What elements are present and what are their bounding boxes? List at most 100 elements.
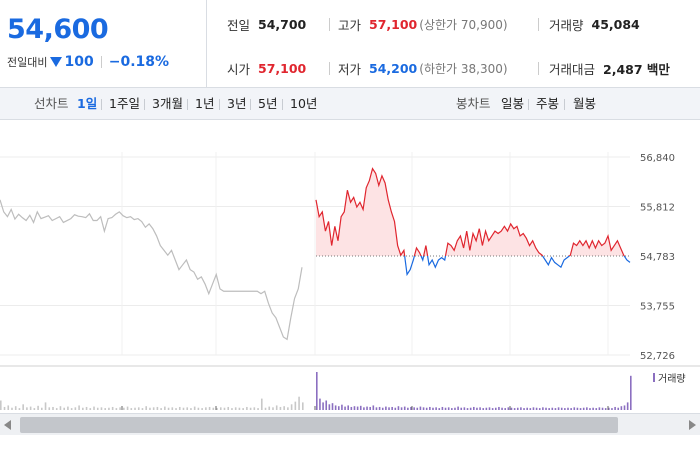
period-tab-3y[interactable]: 3년 [227, 96, 247, 111]
stat-label: 시가 [227, 61, 251, 77]
volume-bar [264, 407, 267, 410]
volume-bar [560, 407, 563, 410]
volume-bar [14, 406, 17, 410]
chart-scrollbar[interactable] [0, 413, 700, 435]
volume-bar [545, 407, 547, 410]
volume-bar [219, 407, 222, 410]
volume-bar [394, 407, 397, 410]
scroll-right-icon[interactable] [689, 420, 696, 430]
x-ticks [121, 406, 609, 410]
intraday-price-chart[interactable]: 56,840 55,812 54,783 53,755 52,726 거래량 [0, 120, 700, 413]
volume-bar [626, 402, 629, 410]
volume-bar [397, 406, 400, 410]
volume-bar [601, 407, 604, 410]
volume-bar [413, 407, 415, 410]
volume-bar [223, 407, 226, 410]
volume-bar [279, 406, 282, 410]
candle-tab-daily[interactable]: 일봉 [501, 96, 525, 111]
stat-value: 57,100 [258, 60, 307, 76]
volume-bar [149, 407, 151, 410]
volume-bar [469, 407, 472, 410]
volume-bar [141, 408, 144, 410]
volume-bar [419, 406, 422, 410]
up-area [316, 168, 630, 256]
volume-bar [366, 406, 368, 410]
volume-bar [70, 408, 73, 410]
volume-bar [272, 407, 274, 410]
volume-bar [238, 407, 241, 410]
volume-bar [316, 372, 318, 410]
scroll-thumb[interactable] [20, 417, 618, 433]
stat-label: 저가 [338, 61, 362, 77]
volume-bar [579, 408, 582, 410]
volume-bar [175, 408, 177, 410]
volume-bar [494, 407, 497, 410]
stat-value: 54,700 [258, 16, 307, 32]
volume-bar [242, 408, 244, 410]
volume-bar [257, 408, 259, 410]
volume-bar [41, 407, 43, 410]
stat-label: 전일 [227, 17, 251, 33]
volume-bar [614, 406, 616, 410]
volume-bar [249, 407, 252, 410]
volume-bar [598, 407, 601, 410]
volume-bar [341, 404, 343, 410]
volume-bar [595, 408, 598, 410]
period-tab-1y[interactable]: 1년 [195, 96, 215, 111]
volume-bar [400, 407, 403, 410]
divider [250, 99, 251, 110]
volume-bar [186, 407, 189, 410]
candle-tab-monthly[interactable]: 월봉 [573, 96, 597, 111]
period-tab-1w[interactable]: 1주일 [109, 96, 140, 111]
volume-bar [190, 408, 192, 410]
volume-bar [227, 406, 230, 410]
divider [187, 99, 188, 110]
volume-bar [476, 407, 478, 410]
volume-bar [197, 407, 200, 410]
volume-bar [82, 407, 84, 410]
period-tab-5y[interactable]: 5년 [258, 96, 278, 111]
volume-bar [592, 407, 594, 410]
volume-bar [535, 407, 538, 410]
volume-bar [208, 406, 211, 410]
current-price: 54,600 [7, 14, 109, 45]
volume-bar [507, 407, 510, 410]
volume-bar [246, 406, 248, 410]
volume-bar [294, 401, 297, 410]
upper-limit: (상한가 70,900) [419, 17, 508, 32]
volume-bar [620, 406, 623, 410]
period-tab-3m[interactable]: 3개월 [152, 96, 183, 111]
volume-bar [18, 408, 21, 410]
volume-bar [501, 407, 503, 410]
volume-bar [441, 406, 444, 410]
candle-tab-weekly[interactable]: 주봉 [536, 96, 560, 111]
volume-bar [137, 407, 140, 410]
volume-bar [425, 407, 428, 410]
volume-bar [463, 407, 466, 410]
period-tab-1d[interactable]: 1일 [77, 96, 98, 111]
stat-amount: 거래대금 2,487 백만 [549, 58, 670, 78]
volume-bar [548, 408, 550, 410]
up-area-fill [316, 168, 630, 256]
volume-bar [498, 406, 500, 410]
volume-bar [372, 405, 375, 410]
volume-bar [193, 406, 196, 410]
volume-bar [167, 407, 170, 410]
quote-header: 54,600 전일대비 100 −0.18% 전일 54,700 고가 57,1… [0, 0, 700, 88]
today-series-up [315, 167, 625, 256]
volume-bar [447, 407, 450, 410]
volume-bar [532, 407, 535, 410]
y-tick-label: 56,840 [640, 153, 675, 164]
scroll-left-icon[interactable] [4, 420, 11, 430]
stat-value: 2,487 백만 [603, 61, 670, 77]
divider [538, 18, 539, 31]
volume-bar [422, 407, 425, 410]
volume-bar [582, 407, 585, 410]
stat-label: 고가 [338, 17, 362, 33]
volume-bar [623, 405, 626, 410]
today-line [315, 167, 631, 277]
volume-bar [488, 407, 491, 410]
volume-legend-swatch [653, 373, 655, 382]
stat-volume: 거래량 45,084 [549, 14, 640, 34]
period-tab-10y[interactable]: 10년 [290, 96, 318, 111]
